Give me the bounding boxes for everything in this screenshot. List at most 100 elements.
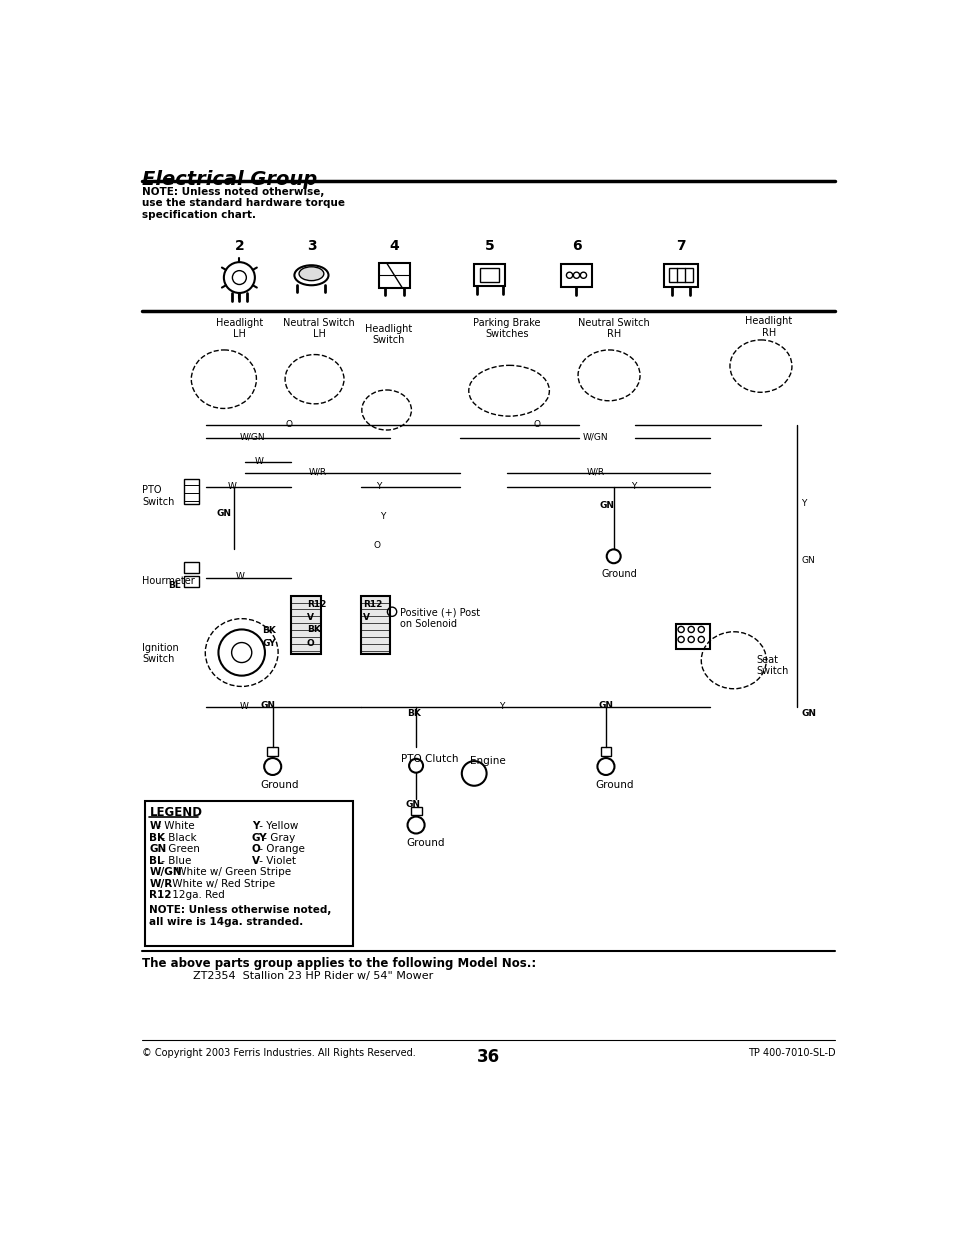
Text: O: O bbox=[307, 638, 314, 647]
Bar bbox=[183, 562, 199, 573]
Text: Hourmeter: Hourmeter bbox=[142, 577, 195, 587]
Text: Headlight
LH: Headlight LH bbox=[215, 317, 263, 340]
Text: - White w/ Red Stripe: - White w/ Red Stripe bbox=[161, 879, 274, 889]
Text: GN: GN bbox=[150, 845, 167, 855]
Bar bbox=[145, 802, 353, 946]
Text: Neutral Switch
RH: Neutral Switch RH bbox=[578, 317, 649, 340]
Text: O: O bbox=[252, 845, 260, 855]
Text: 7: 7 bbox=[676, 240, 685, 253]
Ellipse shape bbox=[298, 267, 323, 280]
Text: BK: BK bbox=[150, 832, 165, 842]
Text: V: V bbox=[252, 856, 259, 866]
Bar bbox=[669, 268, 692, 282]
Text: O: O bbox=[534, 420, 540, 429]
Text: W: W bbox=[254, 457, 263, 466]
Text: GY: GY bbox=[252, 832, 267, 842]
Text: - Green: - Green bbox=[157, 845, 199, 855]
Text: Headlight
RH: Headlight RH bbox=[744, 316, 792, 337]
Text: BK: BK bbox=[307, 625, 320, 634]
Bar bbox=[663, 264, 698, 287]
Text: Headlight
Switch: Headlight Switch bbox=[365, 324, 412, 346]
Text: W/GN: W/GN bbox=[239, 432, 265, 441]
Text: Ground: Ground bbox=[596, 779, 634, 789]
Bar bbox=[599, 747, 611, 756]
Text: V: V bbox=[363, 613, 370, 621]
Bar bbox=[360, 597, 390, 655]
Text: Positive (+) Post
on Solenoid: Positive (+) Post on Solenoid bbox=[399, 608, 479, 630]
Text: W/GN: W/GN bbox=[150, 867, 182, 877]
Text: GN: GN bbox=[216, 509, 231, 517]
Text: Engine: Engine bbox=[470, 757, 505, 767]
Text: O: O bbox=[286, 420, 293, 429]
Text: GY: GY bbox=[262, 638, 275, 647]
Bar bbox=[183, 577, 199, 587]
Text: GN: GN bbox=[260, 701, 275, 710]
Text: © Copyright 2003 Ferris Industries. All Rights Reserved.: © Copyright 2003 Ferris Industries. All … bbox=[142, 1047, 416, 1057]
Bar bbox=[474, 264, 505, 287]
Text: The above parts group applies to the following Model Nos.:: The above parts group applies to the fol… bbox=[142, 957, 537, 969]
Text: NOTE: Unless otherwise noted,
all wire is 14ga. stranded.: NOTE: Unless otherwise noted, all wire i… bbox=[150, 905, 332, 926]
Text: W/GN: W/GN bbox=[582, 432, 608, 441]
Text: TP 400-7010-SL-D: TP 400-7010-SL-D bbox=[747, 1047, 835, 1057]
Bar bbox=[183, 479, 199, 504]
Bar bbox=[480, 268, 498, 282]
Text: - White w/ Green Stripe: - White w/ Green Stripe bbox=[166, 867, 291, 877]
Text: - 12ga. Red: - 12ga. Red bbox=[161, 890, 224, 900]
Bar bbox=[675, 624, 709, 648]
Text: - White: - White bbox=[153, 821, 193, 831]
Text: ZT2354  Stallion 23 HP Rider w/ 54" Mower: ZT2354 Stallion 23 HP Rider w/ 54" Mower bbox=[193, 971, 433, 981]
Text: Y: Y bbox=[376, 482, 381, 490]
Bar bbox=[267, 747, 278, 756]
Text: GN: GN bbox=[406, 800, 420, 809]
Text: W: W bbox=[150, 821, 161, 831]
Text: - Gray: - Gray bbox=[259, 832, 294, 842]
Text: LEGEND: LEGEND bbox=[150, 805, 202, 819]
Text: - Yellow: - Yellow bbox=[255, 821, 298, 831]
Text: W: W bbox=[228, 482, 236, 490]
Text: 36: 36 bbox=[476, 1047, 500, 1066]
Text: 4: 4 bbox=[389, 240, 399, 253]
Text: 6: 6 bbox=[571, 240, 580, 253]
Text: 3: 3 bbox=[306, 240, 316, 253]
Text: PTO
Switch: PTO Switch bbox=[142, 485, 174, 508]
Text: - Violet: - Violet bbox=[255, 856, 295, 866]
Text: NOTE: Unless noted otherwise,
use the standard hardware torque
specification cha: NOTE: Unless noted otherwise, use the st… bbox=[142, 186, 345, 220]
Text: V: V bbox=[307, 613, 314, 621]
Text: Y: Y bbox=[498, 701, 504, 711]
Bar bbox=[378, 263, 410, 288]
Bar bbox=[410, 806, 421, 815]
Text: R12: R12 bbox=[307, 600, 326, 609]
Text: W/R: W/R bbox=[586, 468, 604, 477]
Text: BL: BL bbox=[150, 856, 164, 866]
Text: BK: BK bbox=[407, 709, 421, 718]
Text: R12: R12 bbox=[363, 600, 382, 609]
Text: - Black: - Black bbox=[157, 832, 196, 842]
Text: R12: R12 bbox=[150, 890, 172, 900]
Text: BK: BK bbox=[262, 626, 276, 635]
Text: GN: GN bbox=[599, 501, 614, 510]
Text: Y: Y bbox=[630, 482, 636, 490]
Text: GN: GN bbox=[801, 709, 816, 718]
Text: Ground: Ground bbox=[260, 779, 298, 789]
Text: Electrical Group: Electrical Group bbox=[142, 169, 317, 189]
Text: PTO Clutch: PTO Clutch bbox=[400, 755, 457, 764]
Text: Y: Y bbox=[252, 821, 259, 831]
Text: W/R: W/R bbox=[150, 879, 172, 889]
Text: 5: 5 bbox=[484, 240, 494, 253]
Text: Neutral Switch
LH: Neutral Switch LH bbox=[283, 317, 355, 340]
Text: 2: 2 bbox=[234, 240, 244, 253]
Text: W: W bbox=[239, 701, 248, 711]
Text: Ground: Ground bbox=[600, 568, 637, 579]
Text: BL: BL bbox=[168, 580, 180, 590]
Text: Seat
Switch: Seat Switch bbox=[756, 655, 788, 677]
Text: Parking Brake
Switches: Parking Brake Switches bbox=[473, 317, 540, 340]
Text: W/R: W/R bbox=[309, 468, 327, 477]
Text: W: W bbox=[235, 573, 244, 582]
Bar bbox=[291, 597, 320, 655]
Text: Y: Y bbox=[801, 499, 806, 508]
Text: GN: GN bbox=[801, 556, 814, 566]
Text: Y: Y bbox=[379, 511, 385, 521]
Bar bbox=[560, 264, 592, 287]
Text: Ground: Ground bbox=[406, 839, 444, 848]
Text: O: O bbox=[373, 541, 380, 550]
